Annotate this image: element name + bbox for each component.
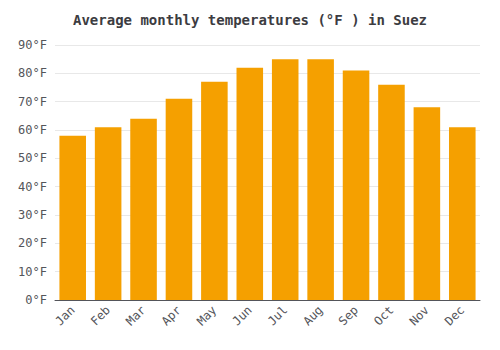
svg-text:60°F: 60°F <box>18 123 47 137</box>
svg-text:Aug: Aug <box>300 303 325 328</box>
svg-text:90°F: 90°F <box>18 38 47 52</box>
svg-text:Jul: Jul <box>265 303 290 328</box>
svg-text:Oct: Oct <box>371 303 396 328</box>
svg-text:80°F: 80°F <box>18 66 47 80</box>
svg-text:Jan: Jan <box>52 303 77 328</box>
svg-text:50°F: 50°F <box>18 151 47 165</box>
svg-text:40°F: 40°F <box>18 180 47 194</box>
svg-text:Nov: Nov <box>407 303 432 328</box>
svg-text:0°F: 0°F <box>25 293 47 307</box>
svg-text:Average monthly temperatures (: Average monthly temperatures (°F ) in Su… <box>73 12 427 28</box>
svg-text:Feb: Feb <box>88 303 113 328</box>
svg-text:Jun: Jun <box>230 303 255 328</box>
svg-text:Sep: Sep <box>336 303 361 328</box>
svg-text:30°F: 30°F <box>18 208 47 222</box>
svg-text:Mar: Mar <box>123 303 148 328</box>
svg-text:20°F: 20°F <box>18 236 47 250</box>
svg-text:70°F: 70°F <box>18 95 47 109</box>
svg-text:Apr: Apr <box>159 303 184 328</box>
svg-text:May: May <box>194 303 219 328</box>
svg-text:10°F: 10°F <box>18 265 47 279</box>
svg-text:Dec: Dec <box>442 303 467 328</box>
